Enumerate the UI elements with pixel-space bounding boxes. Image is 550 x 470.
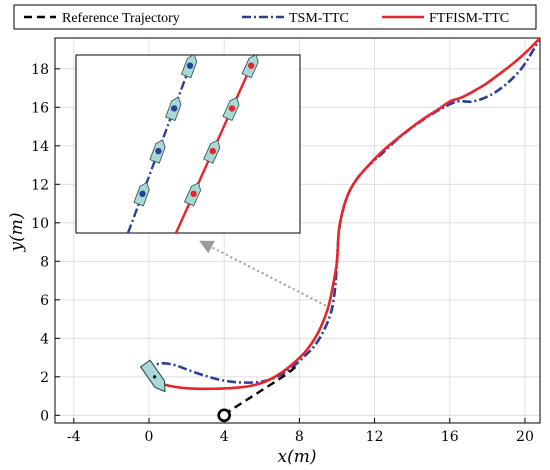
y-tick-label-5: 10 (31, 216, 49, 232)
inset-ship-dot (155, 147, 162, 155)
inset-ship-dot (209, 147, 217, 155)
y-tick-label-0: 0 (40, 408, 49, 424)
inset-ship-dot (228, 105, 236, 112)
legend-label-reference: Reference Trajectory (62, 11, 180, 26)
legend-label-tsm: TSM-TTC (289, 11, 349, 26)
y-tick-label-3: 6 (40, 293, 49, 309)
y-axis-ticks: 0 2 4 6 8 10 12 14 16 18 (31, 62, 60, 424)
inset-ship-1-1 (203, 139, 221, 164)
legend-box (13, 4, 537, 30)
legend-label-ftfism: FTFISM-TTC (429, 11, 509, 26)
y-tick-label-9: 18 (31, 62, 49, 78)
y-tick-label-1: 2 (40, 370, 49, 386)
zoom-arrow (199, 240, 327, 307)
marker-layer (139, 359, 231, 423)
inset-ship-dot (190, 190, 197, 198)
inset-ship-1-3 (241, 55, 259, 79)
inset-ship-0-0 (133, 181, 150, 207)
x-axis-ticks: -4 0 4 8 12 16 20 (67, 418, 534, 445)
x-tick-label-4: 12 (366, 429, 384, 445)
series-layer (147, 38, 540, 417)
ship-center-dot (153, 375, 157, 379)
y-tick-label-6: 12 (31, 177, 49, 193)
inset-ship-1-2 (222, 96, 240, 122)
inset-ship-dot (139, 190, 146, 198)
x-tick-label-5: 16 (441, 429, 459, 445)
x-axis-label: x(m) (278, 447, 317, 467)
y-tick-label-7: 14 (31, 139, 49, 155)
plot-frame (54, 37, 541, 424)
x-tick-label-3: 8 (295, 429, 304, 445)
start-point-marker (217, 408, 231, 423)
inset-ship-dot (247, 62, 255, 69)
legend: Reference Trajectory TSM-TTC FTFISM-TTC (13, 4, 537, 30)
inset-ship-0-1 (149, 139, 166, 164)
inset-zoom-panel (75, 54, 301, 234)
x-tick-label-1: 0 (145, 429, 154, 445)
inset-ship-0-3 (180, 55, 198, 79)
series-line-2 (154, 38, 540, 391)
y-axis-label: y(m) (7, 213, 27, 253)
ship-marker (139, 359, 166, 393)
inset-ship-dot (170, 105, 178, 112)
y-tick-label-2: 4 (40, 331, 49, 347)
y-tick-label-4: 8 (40, 254, 49, 270)
inset-ship-1-0 (184, 182, 202, 207)
ship-hull (139, 359, 166, 393)
inset-ship-0-2 (165, 96, 182, 121)
x-tick-label-2: 4 (220, 429, 229, 445)
x-tick-label-0: -4 (67, 429, 81, 445)
x-tick-label-6: 20 (516, 429, 534, 445)
inset-content (126, 55, 259, 233)
inset-track-0 (126, 55, 196, 233)
series-line-0 (223, 364, 299, 417)
inset-ship-dot (186, 62, 194, 69)
y-tick-label-8: 16 (31, 100, 49, 116)
